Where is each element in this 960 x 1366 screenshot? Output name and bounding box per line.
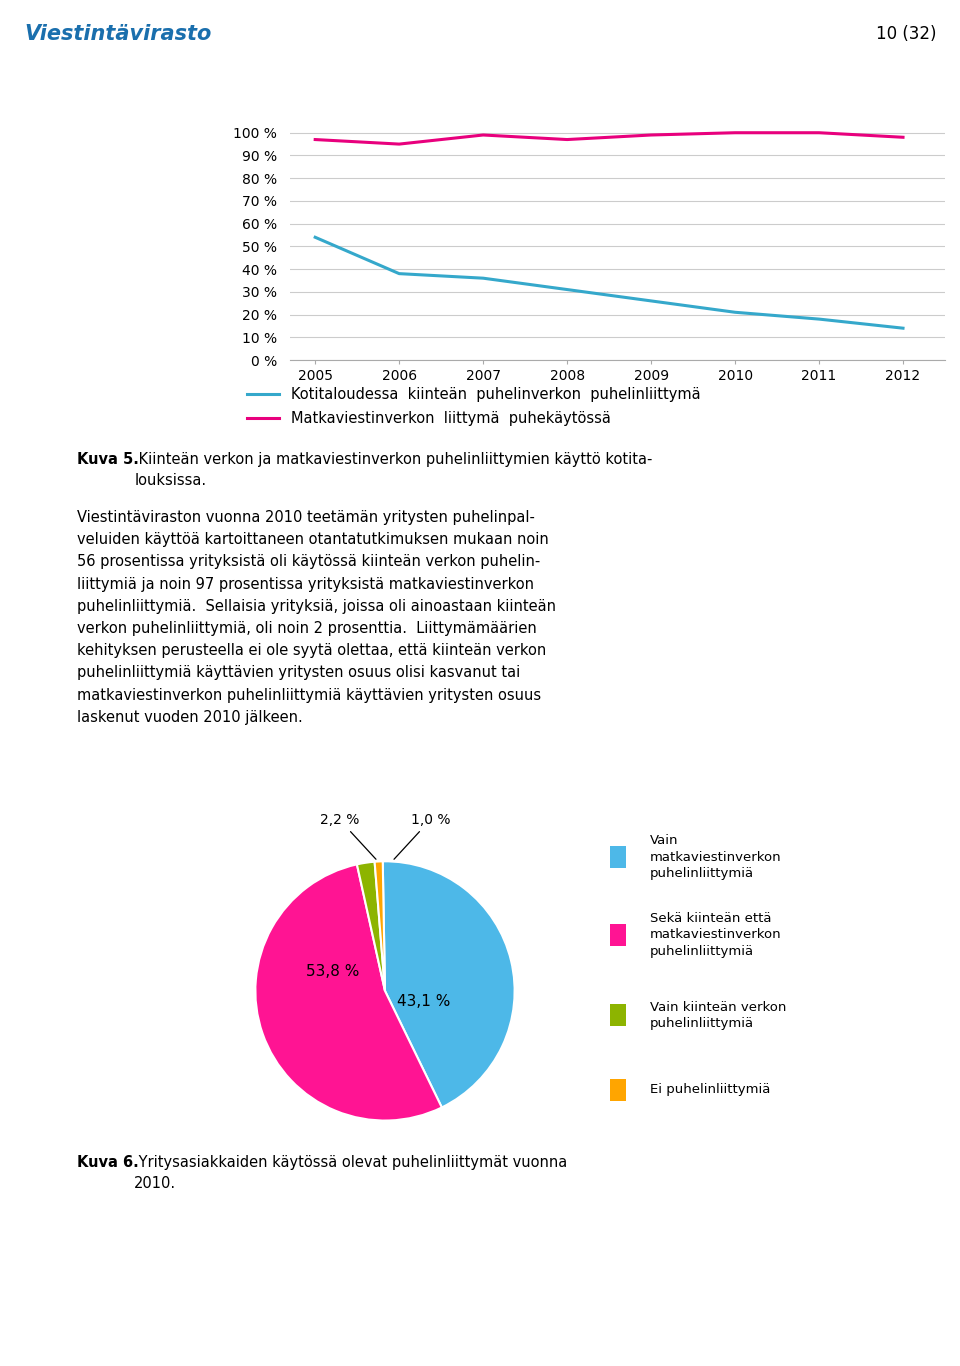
Text: Yritysasiakkaiden käytössä olevat puhelinliittymät vuonna
2010.: Yritysasiakkaiden käytössä olevat puheli… [134, 1156, 567, 1191]
Text: Kuva 6.: Kuva 6. [77, 1156, 138, 1171]
Text: Viestintäviraston vuonna 2010 teetämän yritysten puhelinpal-
veluiden käyttöä ka: Viestintäviraston vuonna 2010 teetämän y… [77, 510, 556, 725]
Text: Viestintävirasto: Viestintävirasto [24, 25, 211, 44]
Legend: Kotitaloudessa  kiinteän  puhelinverkon  puhelinliittymä, Matkaviestinverkon  li: Kotitaloudessa kiinteän puhelinverkon pu… [248, 388, 701, 426]
Text: 43,1 %: 43,1 % [397, 994, 450, 1009]
Wedge shape [357, 862, 385, 990]
Bar [610, 1079, 626, 1101]
Text: Kuva 5.: Kuva 5. [77, 452, 138, 467]
Wedge shape [255, 865, 442, 1120]
Text: 53,8 %: 53,8 % [306, 964, 360, 979]
Wedge shape [374, 862, 385, 990]
Text: 10 (32): 10 (32) [876, 25, 936, 44]
Bar [610, 923, 626, 945]
Wedge shape [383, 862, 515, 1108]
Text: 2,2 %: 2,2 % [320, 813, 376, 859]
Text: Kiinteän verkon ja matkaviestinverkon puhelinliittymien käyttö kotita-
louksissa: Kiinteän verkon ja matkaviestinverkon pu… [134, 452, 653, 488]
Text: 1,0 %: 1,0 % [394, 813, 450, 859]
Text: Vain
matkaviestinverkon
puhelinliittymiä: Vain matkaviestinverkon puhelinliittymiä [650, 835, 781, 880]
Text: Sekä kiinteän että
matkaviestinverkon
puhelinliittymiä: Sekä kiinteän että matkaviestinverkon pu… [650, 911, 781, 958]
Text: Ei puhelinliittymiä: Ei puhelinliittymiä [650, 1083, 770, 1096]
Bar [610, 847, 626, 867]
Text: Vain kiinteän verkon
puhelinliittymiä: Vain kiinteän verkon puhelinliittymiä [650, 1000, 786, 1030]
Bar [610, 1004, 626, 1026]
